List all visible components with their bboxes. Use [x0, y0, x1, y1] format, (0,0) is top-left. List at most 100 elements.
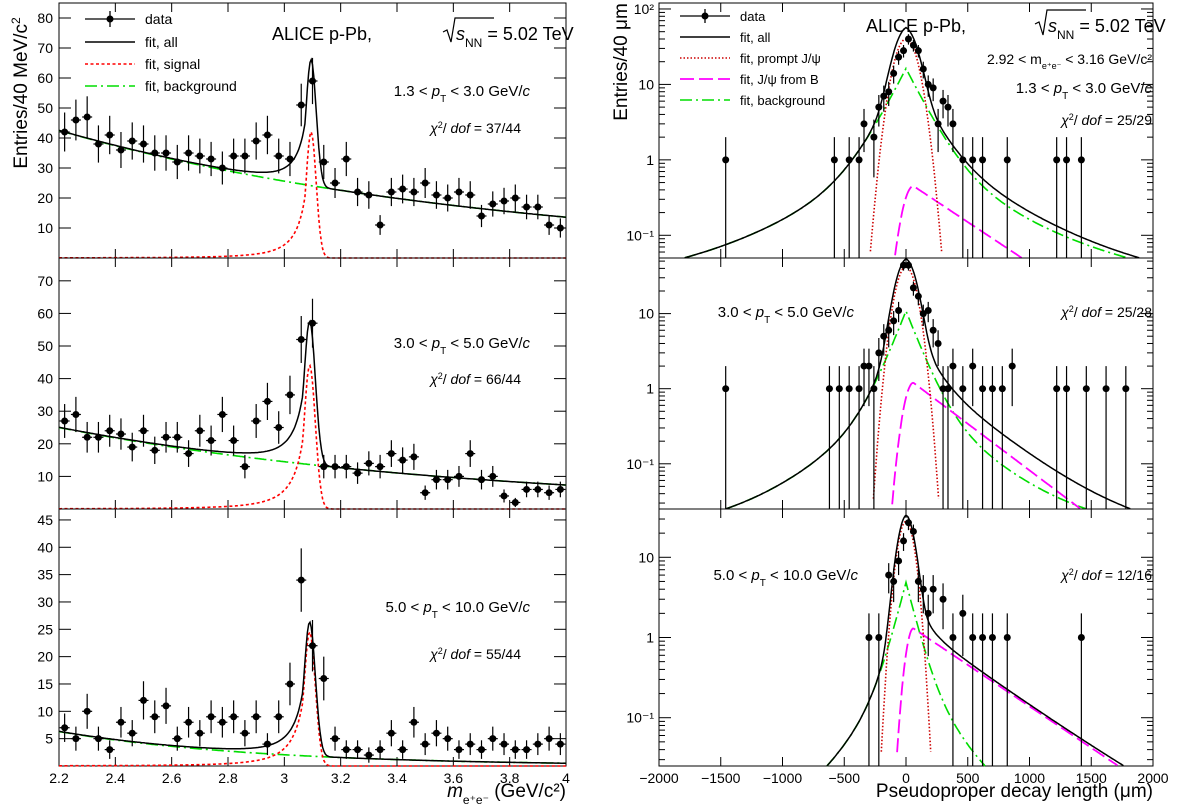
data-point-marker: [895, 306, 903, 314]
data-point-marker: [320, 158, 328, 166]
data-point-marker: [1077, 634, 1085, 641]
data-point-marker: [924, 306, 932, 314]
data-point: [330, 454, 341, 479]
data-point: [138, 125, 149, 163]
data-point: [408, 706, 419, 738]
mass-panel-frame: [58, 508, 567, 767]
data-point: [318, 656, 329, 701]
data-point: [138, 414, 149, 447]
data-point-marker: [421, 489, 429, 497]
y-tick-label: 25: [37, 621, 53, 637]
data-point: [251, 122, 262, 160]
data-point: [521, 740, 532, 759]
data-point: [217, 396, 228, 433]
left-y-axis-title-main: Entries/40 MeV/c: [11, 24, 32, 169]
data-point: [979, 613, 987, 766]
data-point: [904, 516, 912, 531]
data-point-marker: [275, 152, 283, 160]
data-point: [939, 89, 947, 119]
data-point: [217, 151, 228, 185]
data-point: [875, 95, 883, 127]
data-point-marker: [500, 197, 508, 205]
data-point-marker: [875, 103, 883, 111]
data-point: [363, 747, 374, 763]
data-point-marker: [207, 437, 215, 445]
data-point-marker: [207, 155, 215, 163]
data-point-marker: [919, 65, 927, 73]
data-point: [296, 83, 307, 127]
data-point-marker: [252, 417, 260, 425]
right-energy-s: s: [1048, 16, 1057, 36]
data-point: [979, 366, 987, 509]
y-tick-label: 30: [37, 160, 53, 176]
data-point-marker: [556, 485, 564, 493]
data-point: [959, 594, 967, 657]
pt-range-label: 3.0 < pT < 5.0 GeV/c: [394, 335, 531, 357]
data-point: [860, 108, 868, 153]
right-sqrt-sign: [1034, 9, 1086, 36]
right-legend-label-fit-prompt: fit, prompt J/ψ: [740, 51, 821, 66]
data-point: [82, 421, 93, 453]
left-x-axis-title-main: m: [447, 781, 463, 802]
data-point: [959, 366, 967, 509]
data-point: [104, 740, 115, 759]
data-point: [870, 366, 878, 509]
data-point: [555, 218, 566, 238]
data-point: [532, 481, 543, 498]
data-point-marker: [890, 317, 898, 325]
data-point-marker: [365, 459, 373, 467]
data-point: [104, 115, 115, 155]
data-point: [307, 298, 318, 348]
data-point: [397, 174, 408, 204]
data-point-marker: [909, 527, 917, 535]
data-point: [510, 740, 521, 759]
right-experiment-header: ALICE p-Pb, sNN = 5.02 TeV 2.92 < me⁺e⁻ …: [866, 9, 1166, 71]
fit-from-b-curve: [894, 185, 1023, 259]
svg-text:sNN = 5.02 TeV: sNN = 5.02 TeV: [456, 24, 574, 50]
data-point: [722, 366, 730, 509]
data-point: [453, 177, 464, 207]
data-point: [476, 204, 487, 228]
data-point-marker: [83, 707, 91, 715]
right-mass-window-end: < 3.16 GeV/c²: [1061, 51, 1152, 67]
data-point: [307, 57, 318, 105]
pt-range-label: 1.3 < pT < 3.0 GeV/c: [1016, 80, 1153, 102]
data-point: [453, 740, 464, 759]
svg-text:ALICE p-Pb,: ALICE p-Pb,: [866, 16, 966, 36]
data-point: [555, 481, 566, 498]
y-tick-label: 10⁻¹: [626, 456, 654, 472]
right-experiment-label: ALICE p-Pb,: [866, 16, 966, 36]
y-tick-label: 5: [45, 731, 53, 747]
data-point-marker: [489, 200, 497, 208]
data-point-marker: [466, 450, 474, 458]
data-point-marker: [919, 585, 927, 593]
data-point-marker: [342, 746, 350, 754]
data-point-marker: [72, 735, 80, 743]
pt-range-label: 3.0 < pT < 5.0 GeV/c: [718, 304, 855, 326]
x-tick-label: 3.8: [500, 770, 520, 786]
decay-panel-1: 10⁻¹ 1 10 10² 1.3 < pT < 3.0 GeV/c χ2/ dof = …: [626, 1, 1154, 259]
data-point-marker: [545, 221, 553, 229]
x-tick-label: 3: [280, 770, 288, 786]
data-point: [115, 706, 126, 738]
data-point: [860, 348, 868, 407]
data-point-marker: [117, 718, 125, 726]
data-point-marker: [924, 609, 932, 617]
data-point-marker: [722, 385, 730, 393]
data-point: [284, 662, 295, 706]
fit-all-curve: [684, 26, 1140, 259]
data-point-marker: [151, 149, 159, 157]
data-point: [194, 414, 205, 447]
right-legend-label-fit-from-b: fit, J/ψ from B: [740, 72, 819, 87]
data-point-marker: [1053, 385, 1061, 393]
fit-background-curve: [58, 129, 567, 218]
data-point: [919, 61, 927, 79]
data-point-marker: [275, 713, 283, 721]
pt-range-label: 5.0 < pT < 10.0 GeV/c: [385, 599, 530, 621]
data-point-marker: [140, 140, 147, 148]
data-point-marker: [855, 156, 863, 164]
data-point-marker: [94, 433, 102, 441]
data-point: [262, 115, 273, 155]
data-point: [499, 187, 510, 215]
